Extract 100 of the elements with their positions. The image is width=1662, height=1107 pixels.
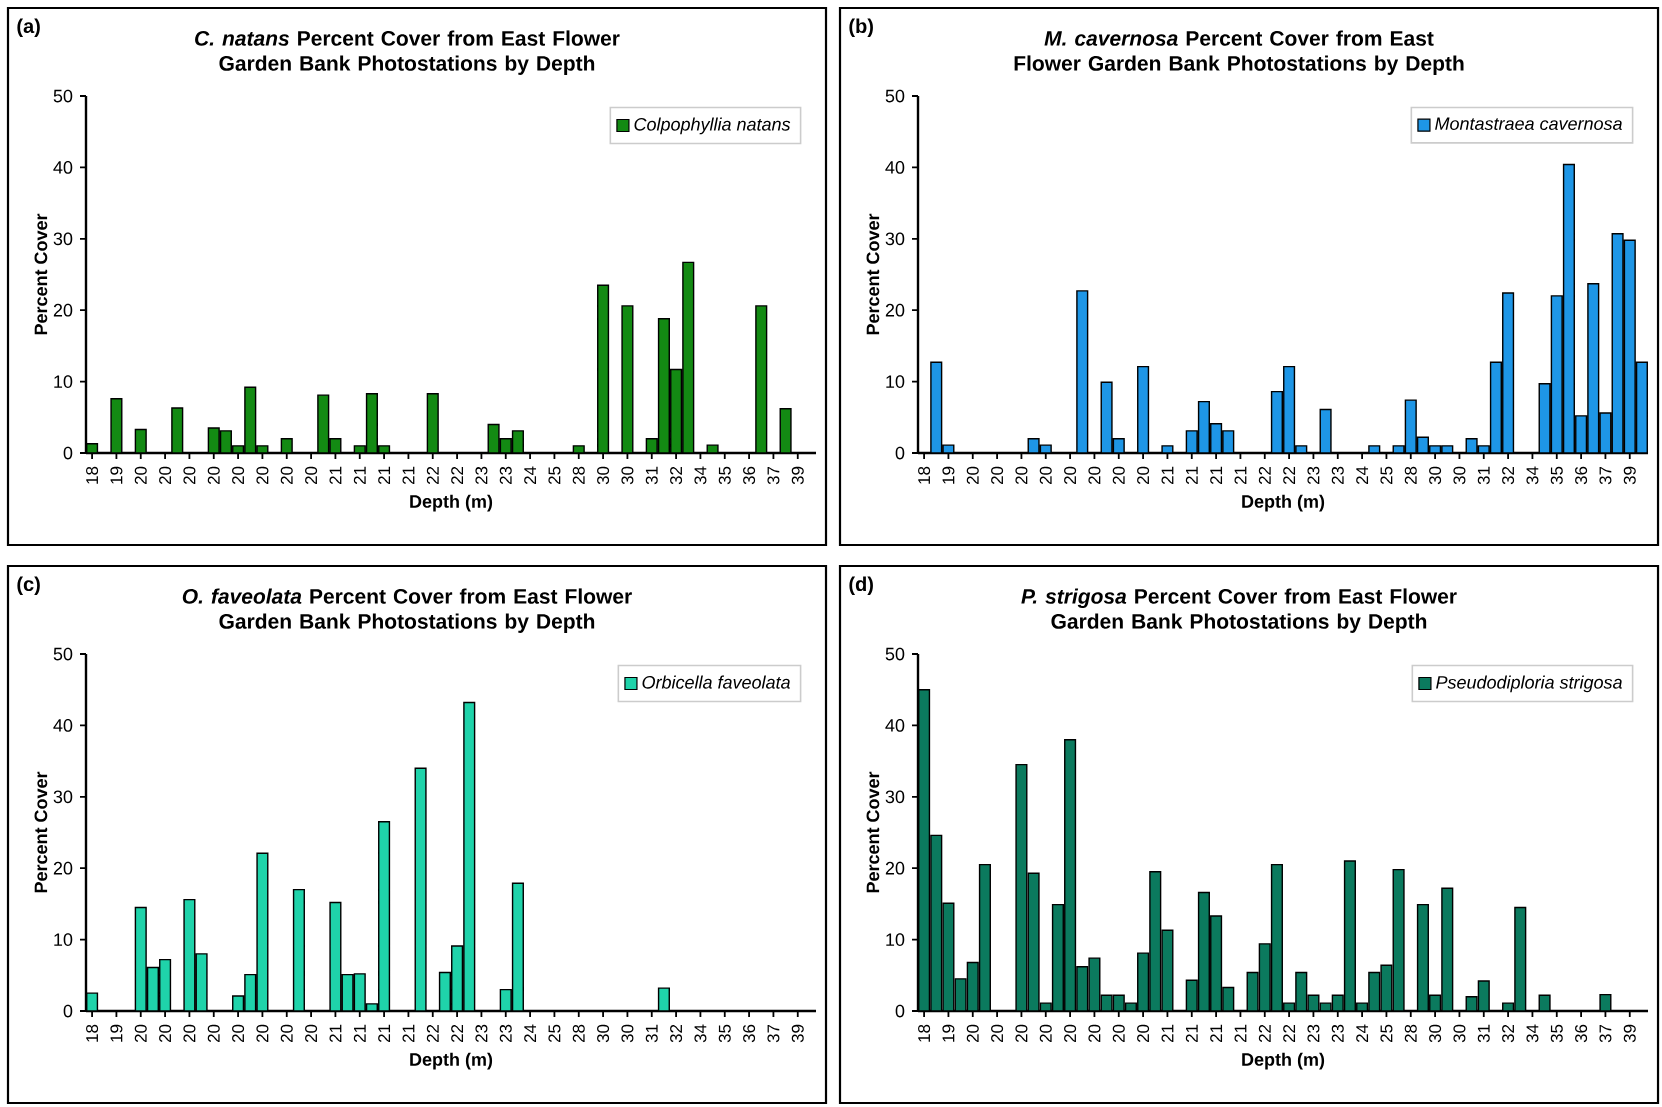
x-tick-label: 20 bbox=[1112, 1024, 1125, 1043]
x-axis-title: Depth (m) bbox=[410, 1052, 493, 1070]
y-tick-label: 20 bbox=[53, 861, 73, 875]
x-tick-label: 23 bbox=[1307, 466, 1320, 485]
x-tick-label: 22 bbox=[426, 466, 439, 485]
x-tick-label: 35 bbox=[718, 1024, 731, 1043]
x-tick-label: 21 bbox=[1185, 1024, 1198, 1043]
x-tick-label: 24 bbox=[1356, 1024, 1369, 1043]
x-tick-label: 31 bbox=[1477, 466, 1490, 485]
x-tick-label: 20 bbox=[256, 1024, 269, 1043]
x-tick-label: 36 bbox=[1575, 1024, 1588, 1043]
x-tick-label: 20 bbox=[183, 466, 196, 485]
bar bbox=[1635, 361, 1648, 453]
text: (b) bbox=[849, 18, 873, 38]
x-tick-label: 28 bbox=[1404, 466, 1417, 485]
y-tick-label: 40 bbox=[885, 161, 905, 174]
bar bbox=[1137, 365, 1150, 453]
bar bbox=[1489, 361, 1502, 453]
x-tick-label: 23 bbox=[1331, 1024, 1344, 1043]
x-tick-label: 22 bbox=[451, 1024, 464, 1043]
y-tick-label: 50 bbox=[53, 647, 73, 661]
x-tick-label: 31 bbox=[1477, 1024, 1490, 1043]
x-tick-label: 23 bbox=[1307, 1024, 1320, 1043]
x-tick-label: 32 bbox=[670, 466, 683, 485]
x-tick-label: 23 bbox=[499, 1024, 512, 1043]
x-tick-label: 20 bbox=[1088, 1024, 1101, 1043]
x-axis-title: Depth (m) bbox=[1242, 494, 1325, 512]
x-tick-label: 34 bbox=[1526, 1024, 1539, 1043]
bar bbox=[670, 368, 683, 453]
x-tick-label: 22 bbox=[451, 466, 464, 485]
x-tick-label: 19 bbox=[942, 1024, 955, 1042]
y-tick-label: 50 bbox=[885, 89, 905, 103]
x-tick-label: 30 bbox=[1453, 1024, 1466, 1043]
x-tick-label: 35 bbox=[1550, 466, 1563, 485]
x-tick-label: 28 bbox=[1404, 1024, 1417, 1043]
legend-label: Montastraea cavernosa bbox=[1435, 117, 1622, 131]
x-tick-label: 23 bbox=[499, 466, 512, 485]
y-axis-title: Percent Cover bbox=[866, 213, 880, 335]
x-tick-label: 20 bbox=[232, 466, 245, 485]
x-tick-label: 18 bbox=[86, 1024, 99, 1042]
x-tick-label: 32 bbox=[1502, 466, 1515, 485]
x-tick-label: 21 bbox=[353, 1024, 366, 1043]
y-tick-label: 30 bbox=[885, 232, 905, 246]
text: (a) bbox=[17, 18, 40, 38]
x-tick-label: 30 bbox=[1429, 1024, 1442, 1043]
x-tick-label: 20 bbox=[305, 466, 318, 485]
y-tick-label: 20 bbox=[885, 861, 905, 875]
x-tick-label: 20 bbox=[207, 466, 220, 485]
bar bbox=[1283, 365, 1296, 453]
x-tick-label: 18 bbox=[86, 466, 99, 484]
x-tick-label: 18 bbox=[918, 1024, 931, 1042]
x-tick-label: 20 bbox=[966, 466, 979, 485]
x-tick-label: 20 bbox=[207, 1024, 220, 1043]
chart-title: M. cavernosa Percent Cover from East Flower Garden Bank Photostations by Depth bbox=[1014, 30, 1464, 75]
x-tick-label: 30 bbox=[1453, 466, 1466, 485]
y-tick-label: 30 bbox=[53, 790, 73, 804]
y-tick-label: 50 bbox=[53, 89, 73, 103]
bar bbox=[1197, 400, 1210, 453]
x-tick-label: 36 bbox=[743, 1024, 756, 1043]
bar bbox=[1270, 390, 1283, 453]
x-tick-label: 21 bbox=[1185, 466, 1198, 485]
x-tick-label: 37 bbox=[767, 1024, 780, 1043]
text: (d) bbox=[849, 576, 873, 596]
x-tick-label: 37 bbox=[767, 466, 780, 485]
x-tick-label: 23 bbox=[475, 1024, 488, 1043]
bar bbox=[438, 971, 451, 1011]
x-tick-label: 25 bbox=[548, 466, 561, 485]
x-tick-label: 21 bbox=[378, 466, 391, 485]
x-tick-label: 30 bbox=[597, 466, 610, 485]
y-tick-label: 50 bbox=[885, 647, 905, 661]
x-tick-label: 34 bbox=[694, 1024, 707, 1043]
bar bbox=[451, 945, 464, 1011]
text: (c) bbox=[17, 576, 40, 596]
x-tick-label: 35 bbox=[1550, 1024, 1563, 1043]
y-tick-label: 0 bbox=[63, 1004, 73, 1018]
x-tick-label: 36 bbox=[1575, 466, 1588, 485]
x-tick-label: 21 bbox=[378, 1024, 391, 1043]
legend-label: Orbicella faveolata bbox=[642, 675, 790, 689]
x-tick-label: 24 bbox=[524, 466, 537, 485]
x-axis-title: Depth (m) bbox=[410, 494, 493, 512]
x-tick-label: 20 bbox=[1064, 1024, 1077, 1043]
x-tick-label: 20 bbox=[991, 466, 1004, 485]
x-tick-label: 25 bbox=[548, 1024, 561, 1043]
y-tick-label: 20 bbox=[53, 303, 73, 317]
x-tick-label: 32 bbox=[1502, 1024, 1515, 1043]
bar bbox=[146, 966, 159, 1011]
bar bbox=[365, 393, 378, 453]
y-tick-label: 10 bbox=[886, 375, 905, 388]
x-tick-label: 20 bbox=[991, 1024, 1004, 1043]
bar bbox=[292, 888, 305, 1011]
legend-label: Pseudodiploria strigosa bbox=[1436, 675, 1622, 693]
x-tick-label: 37 bbox=[1599, 1024, 1612, 1043]
x-tick-label: 39 bbox=[1623, 1024, 1636, 1043]
x-tick-label: 24 bbox=[1356, 466, 1369, 485]
x-tick-label: 19 bbox=[110, 466, 123, 484]
x-tick-label: 30 bbox=[597, 1024, 610, 1043]
y-tick-label: 40 bbox=[53, 719, 73, 732]
x-tick-label: 35 bbox=[718, 466, 731, 485]
x-tick-label: 20 bbox=[159, 1024, 172, 1043]
x-tick-label: 31 bbox=[645, 1024, 658, 1043]
